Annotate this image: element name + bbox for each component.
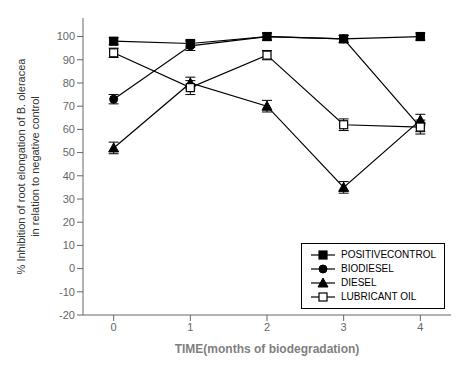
svg-text:90: 90 [63,54,75,66]
svg-text:3: 3 [341,321,347,333]
svg-text:4: 4 [417,321,423,333]
svg-text:50: 50 [63,146,75,158]
html-text:BIODIESEL: BIODIESEL [341,263,394,274]
svg-text:70: 70 [63,100,75,112]
svg-text:1: 1 [187,321,193,333]
svg-text:0: 0 [69,262,75,274]
svg-text:10: 10 [63,239,75,251]
svg-text:80: 80 [63,77,75,89]
svg-text:100: 100 [57,30,75,42]
html-text:POSITIVECONTROL: POSITIVECONTROL [341,249,436,260]
svg-text:40: 40 [63,170,75,182]
html-text:DIESEL: DIESEL [341,277,377,288]
svg-text:-20: -20 [59,309,75,321]
svg-text:20: 20 [63,216,75,228]
svg-text:60: 60 [63,123,75,135]
svg-text:30: 30 [63,193,75,205]
svg-text:2: 2 [264,321,270,333]
svg-text:TIME(months of biodegradation): TIME(months of biodegradation) [175,342,360,356]
svg-text:0: 0 [111,321,117,333]
svg-text:-10: -10 [59,286,75,298]
html-text:LUBRICANT OIL: LUBRICANT OIL [341,291,417,302]
svg-text:% Inhibition of root elongatio: % Inhibition of root elongation of B. ol… [15,58,41,275]
